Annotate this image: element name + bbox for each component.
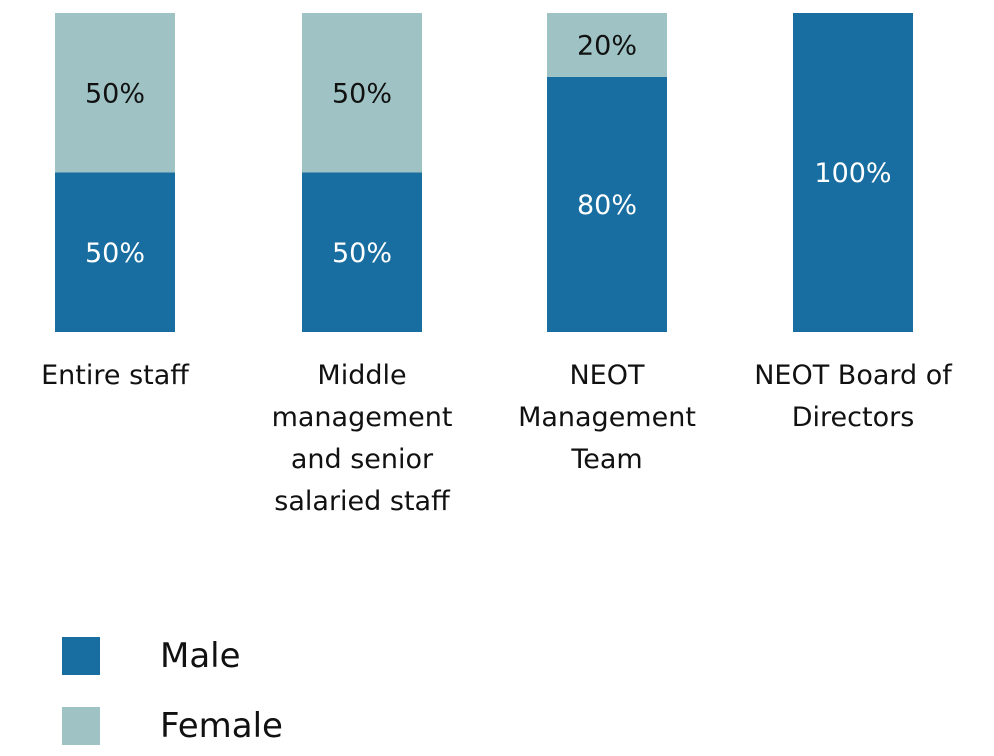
x-tick-label: NEOT Board of Directors	[754, 360, 952, 433]
legend-label: Female	[160, 706, 283, 746]
x-tick-label: NEOT Management Team	[518, 360, 696, 475]
bar-segment	[55, 172, 175, 332]
value-label: 50%	[85, 238, 145, 269]
value-label: 50%	[85, 78, 145, 109]
bar-segment	[547, 13, 667, 77]
legend-label: Male	[160, 636, 241, 676]
legend-swatch	[62, 637, 100, 675]
bar-segment	[55, 13, 175, 173]
value-label: 80%	[577, 190, 637, 221]
x-tick-label: Middle management and senior salaried st…	[271, 360, 453, 517]
value-label: 20%	[577, 30, 637, 61]
legend-swatch	[62, 707, 100, 745]
value-label: 100%	[814, 158, 891, 189]
bar-segment	[302, 13, 422, 173]
value-label: 50%	[332, 78, 392, 109]
bar-segment	[547, 76, 667, 332]
bar-segment	[302, 172, 422, 332]
value-label: 50%	[332, 238, 392, 269]
x-tick-label: Entire staff	[41, 360, 189, 391]
bar-segment	[793, 13, 913, 332]
